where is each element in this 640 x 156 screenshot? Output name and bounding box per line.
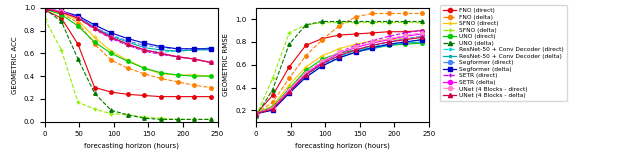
Y-axis label: GEOMETRIC RMSE: GEOMETRIC RMSE [223,33,230,96]
X-axis label: forecasting horizon (hours): forecasting horizon (hours) [84,143,179,149]
Y-axis label: GEOMETRIC ACC: GEOMETRIC ACC [12,36,19,94]
X-axis label: forecasting horizon (hours): forecasting horizon (hours) [295,143,390,149]
Legend: FNO (direct), FNO (delta), SFNO (direct), SFNO (delta), UNO (direct), UNO (delta: FNO (direct), FNO (delta), SFNO (direct)… [440,5,566,101]
